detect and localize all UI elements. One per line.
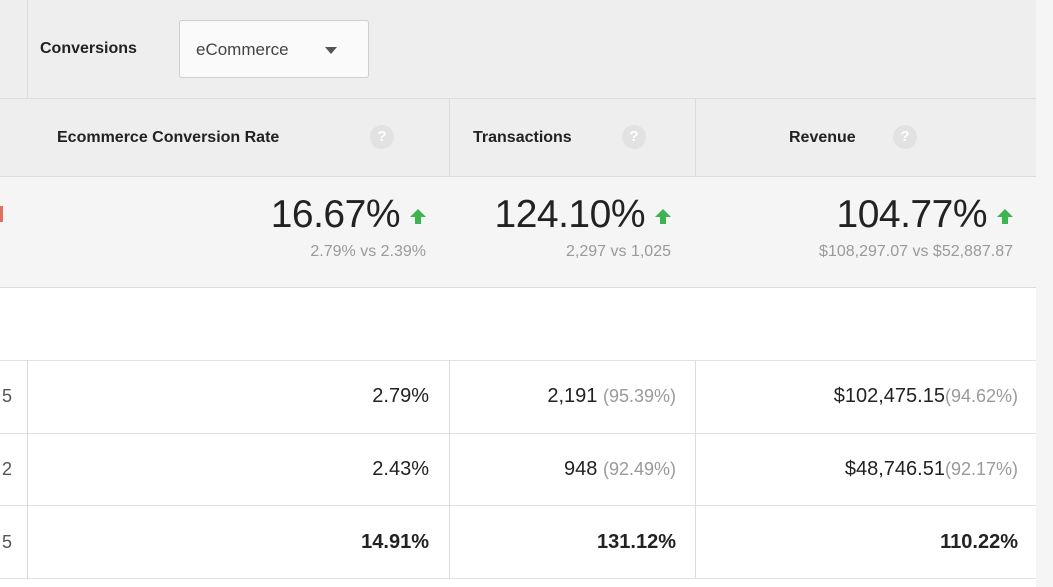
column-divider (27, 360, 28, 579)
arrow-up-icon (410, 209, 426, 224)
arrow-up-icon (655, 209, 671, 224)
row-label-fragment: 5 (2, 386, 13, 406)
row-label-fragment: 2 (2, 459, 13, 479)
chevron-down-icon (325, 47, 337, 54)
cell-conversion-rate-change: 14.91% (361, 531, 429, 553)
cell-percent: (94.62%) (944, 386, 1018, 406)
cell-conversion-rate: 2.43% (372, 458, 429, 480)
arrow-up-icon (997, 209, 1013, 224)
cell-percent: (92.49%) (602, 459, 676, 479)
help-icon[interactable]: ? (893, 125, 917, 149)
cell-transactions: 2,191 (95.39%) (547, 385, 676, 407)
table-row[interactable] (0, 360, 1036, 434)
cell-revenue-change: 110.22% (940, 531, 1018, 553)
summary-compare-transactions: 2,297 vs 1,025 (566, 243, 671, 260)
table-row[interactable] (0, 506, 1036, 579)
column-divider (695, 360, 696, 579)
conversions-dropdown[interactable]: eCommerce (179, 20, 369, 78)
summary-compare-conversion-rate: 2.79% vs 2.39% (310, 243, 426, 260)
summary-change-revenue: 104.77% (836, 193, 988, 236)
cell-revenue: $102,475.15(94.62%) (833, 385, 1018, 407)
column-header-row (0, 99, 1036, 177)
col-header-revenue[interactable]: Revenue (789, 129, 856, 146)
cell-percent: (92.17%) (944, 459, 1018, 479)
scroll-gutter (1036, 0, 1053, 587)
conversions-label: Conversions (40, 40, 137, 57)
cell-conversion-rate: 2.79% (372, 385, 429, 407)
table-row[interactable] (0, 433, 1036, 506)
summary-change-transactions: 124.10% (494, 193, 646, 236)
cell-transactions-change: 131.12% (597, 531, 676, 553)
summary-change-conversion-rate: 16.67% (270, 193, 401, 236)
cell-percent: (95.39%) (602, 386, 676, 406)
col-header-conversion-rate[interactable]: Ecommerce Conversion Rate (57, 129, 280, 146)
help-icon[interactable]: ? (370, 125, 394, 149)
col-header-transactions[interactable]: Transactions (473, 129, 572, 146)
cell-transactions: 948 (92.49%) (564, 458, 676, 480)
row-color-marker (0, 206, 3, 222)
dropdown-value: eCommerce (196, 40, 289, 59)
summary-row (0, 177, 1036, 288)
column-divider (449, 360, 450, 579)
row-label-fragment: 5 (2, 532, 13, 552)
table-toolbar (0, 0, 1036, 99)
cell-revenue: $48,746.51(92.17%) (844, 458, 1018, 480)
help-icon[interactable]: ? (622, 125, 646, 149)
summary-compare-revenue: $108,297.07 vs $52,887.87 (819, 243, 1013, 260)
